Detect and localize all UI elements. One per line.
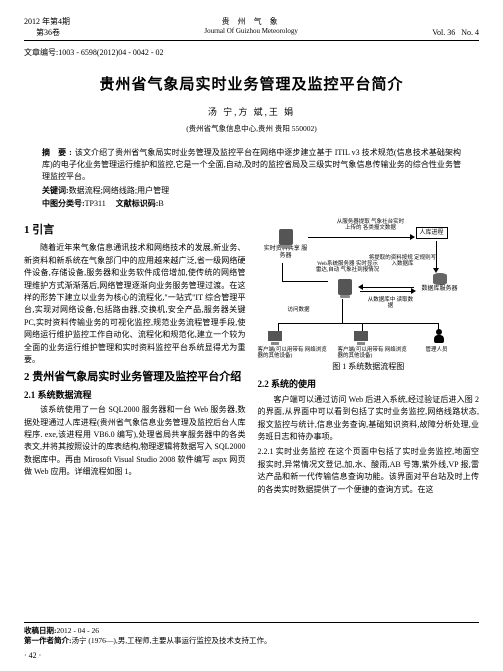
no-en: No. 4 — [461, 28, 479, 37]
sub-2-2-para: 客户端可以通过访问 Web 后进入系统,经过验证后进入图 2 的界面,从界面中可… — [258, 394, 480, 444]
article-id-label: 文章编号: — [24, 48, 58, 57]
abstract: 摘 要:该文介绍了贵州省气象局实时业务管理及监控平台在网络中逐步建立基于 ITI… — [42, 147, 461, 183]
recv-date: 2012 - 04 - 26 — [57, 626, 100, 635]
two-column-body: 1 引言 随着近年来气象信息通讯技术和网络技术的发展,新业务、新资料和新系统在气… — [24, 219, 479, 496]
issue-cn: 2012 年第4期 — [24, 16, 70, 27]
header-left: 2012 年第4期 第36卷 — [24, 16, 70, 38]
section-1-para: 随着近年来气象信息通讯技术和网络技术的发展,新业务、新资料和新系统在气象部门中的… — [24, 242, 246, 366]
author-bio-text: 汤宁 (1976—),男,工程师,主要从事运行监控及技术支持工作。 — [72, 636, 272, 645]
article-id-line: 文章编号:1003 - 6598(2012)04 - 0042 - 02 — [24, 47, 479, 58]
pc-icon — [268, 331, 282, 341]
pc-icon — [354, 331, 368, 341]
arrow-3b — [360, 291, 414, 292]
db-label: 数据库服务器 — [416, 286, 464, 293]
keywords-text: 数据流程;网络线路;用户管理 — [69, 186, 169, 195]
author-bio-line: 第一作者简介:汤宁 (1976—),男,工程师,主要从事运行监控及技术支持工作。 — [24, 636, 479, 647]
class-label: 中图分类号: — [42, 199, 85, 208]
journal-header: 2012 年第4期 第36卷 贵 州 气 象 Journal Of Guizho… — [24, 16, 479, 41]
inproc-box: 人库进程 — [416, 227, 448, 239]
keywords-line: 关键词:数据流程;网络线路;用户管理 — [42, 185, 461, 196]
abstract-label: 摘 要: — [42, 148, 75, 157]
person-icon — [434, 329, 444, 343]
database-icon — [433, 273, 447, 285]
server-icon — [279, 229, 293, 245]
header-right: Vol. 36 No. 4 — [432, 16, 479, 38]
doc-code: B — [158, 199, 163, 208]
arrow-5 — [278, 323, 438, 324]
node-admin — [434, 329, 444, 343]
admin-label: 管理人员 — [426, 347, 448, 353]
arrowhead-1 — [410, 234, 415, 240]
web-box-text: Web系统服务器 实时显示雷达,自动 气象社到报情况 — [316, 261, 380, 273]
recv-label: 收稿日期: — [24, 626, 57, 635]
node-share-server: 实时资料共享 服务器 — [264, 229, 308, 259]
note-top: 从服务器提取 气象社台实时上传的 各类报文数据 — [336, 219, 406, 231]
node-client-1 — [268, 331, 282, 342]
header-center: 贵 州 气 象 Journal Of Guizhou Meteorology — [204, 16, 298, 38]
arrow-6b — [362, 323, 363, 331]
left-column: 1 引言 随着近年来气象信息通讯技术和网络技术的发展,新业务、新资料和新系统在气… — [24, 219, 246, 496]
author-bio-label: 第一作者简介: — [24, 636, 72, 645]
section-1-title: 1 引言 — [24, 223, 246, 238]
section-2-title: 2 贵州省气象局实时业务管理及监控平台介绍 — [24, 370, 246, 384]
footer: 收稿日期:2012 - 04 - 26 第一作者简介:汤宁 (1976—),男,… — [24, 622, 479, 661]
classification-line: 中图分类号:TP311 文献标识码:B — [42, 198, 461, 209]
article-id-value: 1003 - 6598(2012)04 - 0042 - 02 — [58, 48, 163, 57]
arrow-3a — [360, 287, 414, 288]
vol-en: Vol. 36 — [432, 28, 455, 37]
node-web-server — [330, 279, 360, 296]
client-label-1: 客户端(可以用带有 网络浏览器的其他设备) — [258, 347, 330, 359]
figure-1-diagram: 实时资料共享 服务器 从服务器提取 气象社台实时上传的 各类报文数据 人库进程 … — [258, 219, 480, 359]
abstract-text: 该文介绍了贵州省气象局实时业务管理及监控平台在网络中逐步建立基于 ITIL v3… — [42, 148, 461, 181]
recv-line: 收稿日期:2012 - 04 - 26 — [24, 626, 479, 637]
arrow-s1-right — [282, 281, 328, 282]
paper-title: 贵州省气象局实时业务管理及监控平台简介 — [24, 75, 479, 96]
arrowhead-3a — [358, 284, 363, 290]
sub-2-2-title: 2.2 系统的使用 — [258, 378, 480, 391]
class-no: TP311 — [85, 199, 106, 208]
arrow-1 — [308, 237, 414, 238]
arrow-2 — [436, 241, 437, 271]
node-db: 数据库服务器 — [416, 273, 464, 293]
note-read: 从数据库中 读取数据 — [366, 297, 416, 309]
journal-cn: 贵 州 气 象 — [204, 16, 298, 27]
journal-en: Journal Of Guizhou Meteorology — [204, 27, 298, 37]
arrowhead-3b — [411, 288, 416, 294]
client-label-2: 客户端(可以用带有 网络浏览器的其他设备) — [338, 347, 410, 359]
page-number: · 42 · — [24, 650, 479, 661]
authors: 汤 宁,方 斌,王 娟 — [24, 106, 479, 119]
affiliation: (贵州省气象信息中心,贵州 贵阳 550002) — [24, 124, 479, 135]
volume-cn: 第36卷 — [24, 27, 70, 38]
node-client-2 — [354, 331, 368, 342]
arrow-s1-down — [282, 263, 283, 281]
sub-2-1-para: 该系统使用了一台 SQL2000 服务器和一台 Web 服务器,数据处理通过人库… — [24, 404, 246, 478]
arrow-6a — [278, 323, 279, 331]
keywords-label: 关键词: — [42, 186, 69, 195]
right-column: 实时资料共享 服务器 从服务器提取 气象社台实时上传的 各类报文数据 人库进程 … — [258, 219, 480, 496]
arrow-4 — [342, 299, 343, 323]
doc-code-label: 文献标识码: — [116, 199, 159, 208]
web-server-icon — [338, 279, 352, 295]
arrowhead-2 — [433, 268, 439, 273]
sub-2-2-1: 2.2.1 实时业务监控 在这个页面中包括了实时业务监控,地面空报实时,异常情况… — [258, 446, 480, 496]
note-access: 访问数据 — [288, 307, 310, 313]
sub-2-1-title: 2.1 系统数据流程 — [24, 389, 246, 402]
figure-1-caption: 图 1 系统数据流程图 — [258, 361, 480, 372]
